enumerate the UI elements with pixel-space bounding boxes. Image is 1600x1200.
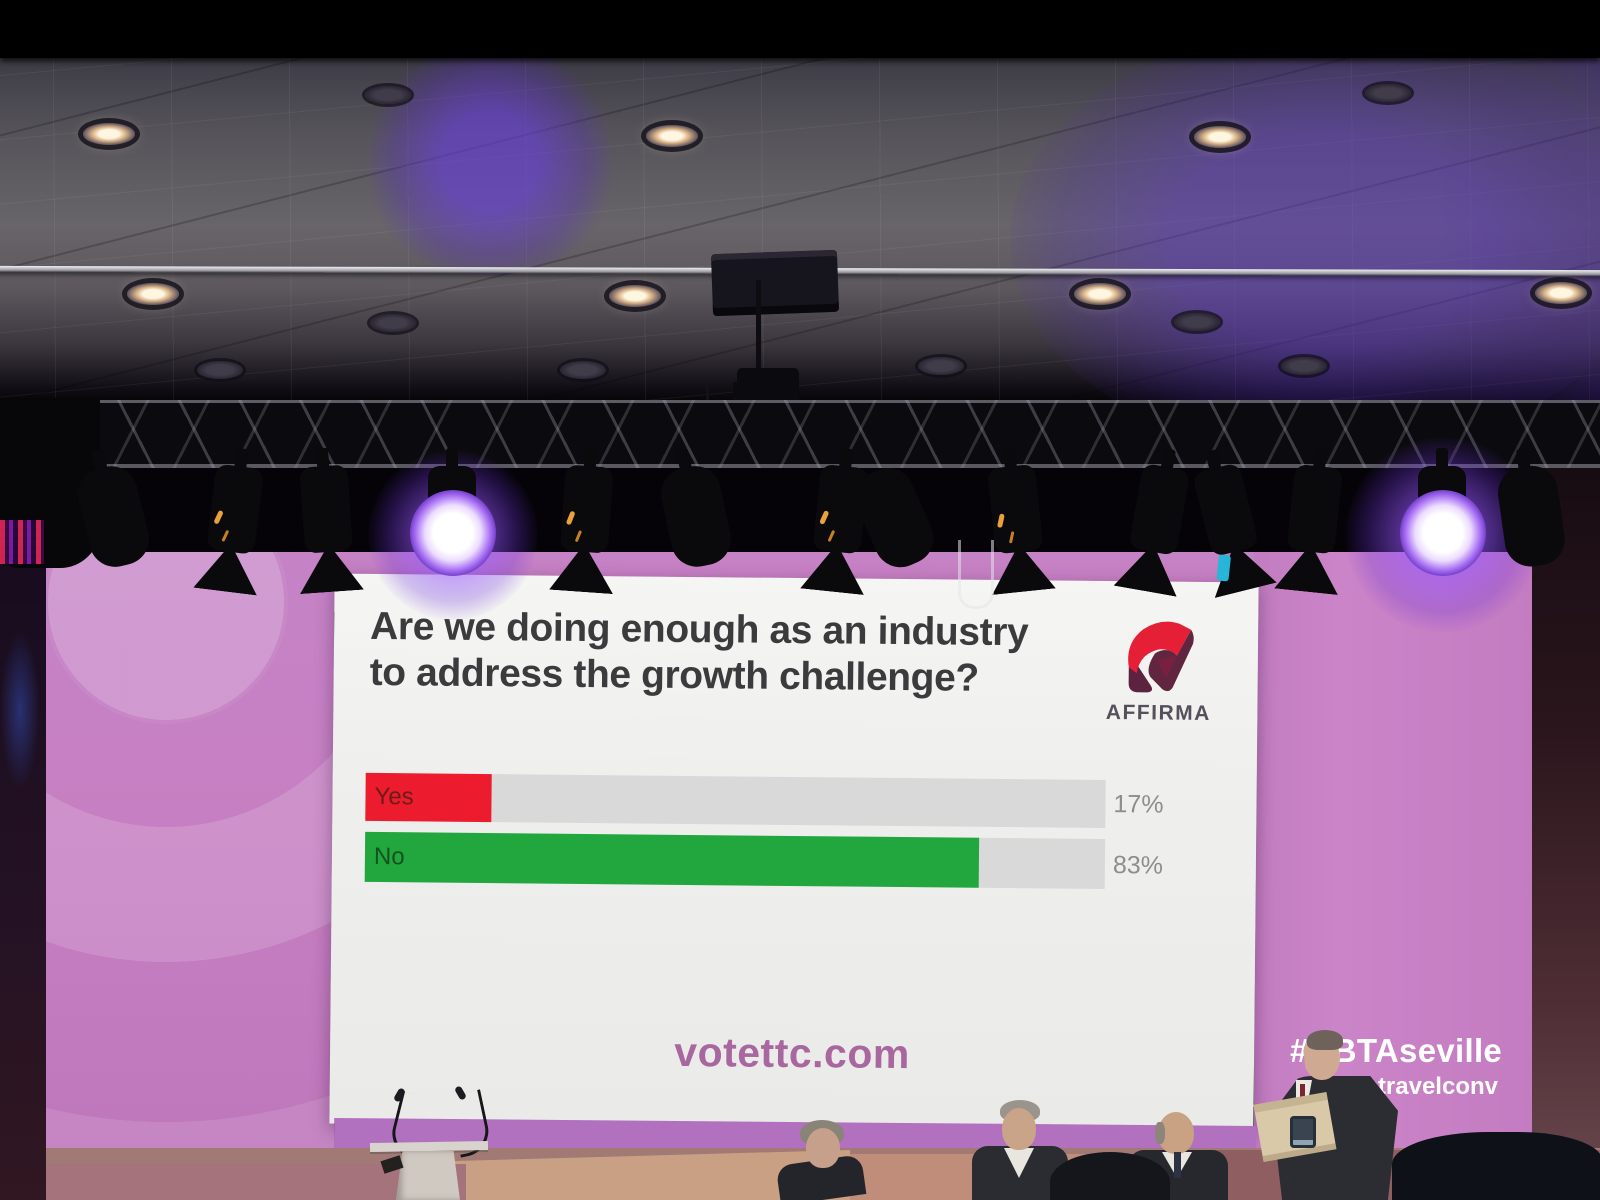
backdrop-left-panel xyxy=(46,552,334,1172)
ceiling-downlight xyxy=(1194,126,1246,148)
ceiling-vent-dot xyxy=(1174,313,1220,331)
led-matrix-light xyxy=(0,520,44,564)
ceiling-vent-dot xyxy=(918,357,964,375)
lectern xyxy=(360,1080,500,1200)
poll-option-label-no: No xyxy=(373,842,405,871)
ceiling-vent-dot xyxy=(560,361,606,379)
stage-light-lit-purple xyxy=(1345,437,1541,633)
hanging-cable xyxy=(706,386,755,408)
ceiling xyxy=(0,56,1600,408)
ceiling-downlight xyxy=(1074,283,1126,305)
ceiling-vent-dot xyxy=(1281,357,1327,375)
poll-bar-track-no: No xyxy=(364,831,1106,889)
audience-head xyxy=(1050,1152,1170,1200)
backdrop-right-panel xyxy=(1254,552,1534,1150)
affirma-logo: AFFIRMA xyxy=(1103,615,1214,726)
affirma-logo-text: AFFIRMA xyxy=(1105,700,1211,725)
ceiling-downlight xyxy=(127,283,179,305)
poll-bar-no xyxy=(364,831,980,888)
poll-option-label-yes: Yes xyxy=(374,782,414,811)
ceiling-downlight xyxy=(646,125,698,147)
phone-in-hand xyxy=(1290,1116,1316,1148)
purple-light-glow xyxy=(1010,56,1600,408)
rigging-pole xyxy=(756,280,761,408)
panelist-head xyxy=(806,1128,840,1168)
ceiling-vent-dot xyxy=(1365,84,1411,102)
stage-light-lit-purple xyxy=(368,448,538,620)
ceiling-recess xyxy=(710,249,840,317)
audience-head xyxy=(1392,1132,1600,1200)
affirma-logo-icon xyxy=(1128,621,1194,693)
lectern-body xyxy=(396,1151,460,1200)
blue-light-smudge xyxy=(0,630,40,790)
poll-chart: Yes No 17% 83% xyxy=(364,772,1226,901)
vote-url: votettc.com xyxy=(674,1028,911,1078)
ceiling-vent-dot xyxy=(370,314,416,332)
poll-percent-no: 83% xyxy=(1112,851,1164,880)
ceiling-vent-dot xyxy=(197,361,243,379)
panelist-head xyxy=(1002,1108,1036,1150)
stage-light xyxy=(291,447,365,612)
poll-bar-track-yes: Yes xyxy=(365,772,1106,828)
projection-screen: Are we doing enough as an industry to ad… xyxy=(329,573,1259,1133)
backdrop-arc-pattern xyxy=(46,552,334,1172)
photo-top-dark-band xyxy=(0,0,1600,58)
poll-percent-yes: 17% xyxy=(1113,790,1164,819)
stage-left-dark-edge xyxy=(0,560,46,1200)
panelist-hair xyxy=(1155,1122,1165,1144)
stage-light xyxy=(548,447,622,612)
ceiling-downlight xyxy=(1535,282,1587,304)
standing-speaker-hair xyxy=(1307,1030,1343,1050)
panelist-tie xyxy=(1174,1152,1181,1178)
slide-title: Are we doing enough as an industry to ad… xyxy=(369,604,1050,702)
purple-light-glow xyxy=(1440,56,1600,408)
safety-cable-loop xyxy=(958,540,994,609)
ceiling-vent-dot xyxy=(365,86,411,104)
ceiling-downlight xyxy=(609,285,661,307)
ceiling-downlight xyxy=(83,123,135,145)
slide-title-line2: to address the growth challenge? xyxy=(369,650,980,700)
lighting-truss xyxy=(0,400,1600,468)
